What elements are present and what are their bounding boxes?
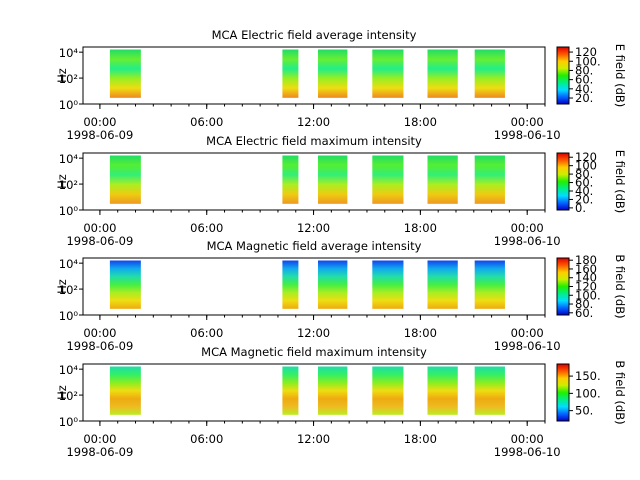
data-segment: [372, 260, 404, 309]
colorbar-label: E field (dB): [613, 150, 627, 214]
data-segment: [318, 49, 348, 98]
data-segment: [474, 260, 505, 309]
x-tick-label: 00:00 1998-06-09: [66, 115, 133, 142]
data-segment: [282, 366, 299, 415]
x-tick-label: 12:00: [297, 326, 330, 340]
x-tick-label: 06:00: [190, 115, 223, 129]
y-tick-label: 10⁴: [59, 257, 79, 271]
colorbar-tick-label: 120: [575, 280, 597, 294]
x-tick-label: 18:00: [404, 432, 437, 446]
colorbar-tick-label: 150.: [575, 369, 601, 383]
colorbar-tick-label: 80.: [575, 297, 593, 311]
colorbar-tick-label: 120: [575, 150, 597, 164]
data-segment: [474, 366, 505, 415]
y-tick-label: 10⁰: [59, 309, 79, 323]
data-segment: [282, 260, 299, 309]
data-segment: [109, 155, 141, 204]
data-segment: [427, 260, 458, 309]
data-segment: [318, 155, 348, 204]
colorbar-tick-label: 80.: [575, 167, 593, 181]
colorbar-tick-label: 100.: [575, 54, 601, 68]
colorbar-tick-label: 60.: [575, 306, 593, 320]
x-tick-label: 06:00: [190, 432, 223, 446]
x-tick-label: 06:00: [190, 221, 223, 235]
y-tick-label: 10²: [59, 389, 78, 403]
chart-title: MCA Magnetic field maximum intensity: [201, 345, 427, 359]
colorbar-tick-label: 0.: [575, 201, 586, 215]
colorbar-tick-label: 40.: [575, 82, 593, 96]
chart-title: MCA Electric field average intensity: [212, 28, 417, 42]
colorbar-tick-label: 120: [575, 45, 597, 59]
y-tick-label: 10⁴: [59, 152, 79, 166]
y-tick-label: 10⁰: [59, 98, 79, 112]
data-segment: [474, 49, 505, 98]
y-tick-label: 10⁰: [59, 204, 79, 218]
y-axis-label: Hz: [55, 174, 69, 189]
colorbar: [556, 257, 570, 316]
colorbar: [556, 152, 570, 211]
y-axis-label: Hz: [55, 68, 69, 83]
colorbar-tick-label: 140: [575, 271, 597, 285]
x-tick-label: 00:00 1998-06-09: [66, 432, 133, 459]
colorbar-tick-label: 40.: [575, 184, 593, 198]
x-tick-label: 18:00: [404, 115, 437, 129]
colorbar-tick-label: 50.: [575, 404, 593, 418]
x-tick-label: 12:00: [297, 221, 330, 235]
data-segment: [372, 155, 404, 204]
y-tick-label: 10⁴: [59, 363, 79, 377]
y-tick-label: 10⁴: [59, 46, 79, 60]
data-segment: [427, 155, 458, 204]
colorbar-label: B field (dB): [613, 360, 627, 424]
data-segment: [109, 49, 141, 98]
x-tick-label: 00:00 1998-06-10: [494, 326, 561, 353]
colorbar: [556, 46, 570, 105]
data-segment: [372, 49, 404, 98]
x-tick-label: 12:00: [297, 432, 330, 446]
x-tick-label: 00:00 1998-06-10: [494, 221, 561, 248]
data-segment: [427, 366, 458, 415]
colorbar-tick-label: 180: [575, 253, 597, 267]
data-segment: [318, 260, 348, 309]
colorbar-label: B field (dB): [613, 254, 627, 318]
y-tick-label: 10²: [59, 283, 78, 297]
data-segment: [474, 155, 505, 204]
data-segment: [109, 260, 141, 309]
colorbar: [556, 363, 570, 422]
colorbar-tick-label: 60.: [575, 73, 593, 87]
x-tick-label: 00:00 1998-06-10: [494, 432, 561, 459]
data-segment: [282, 49, 299, 98]
y-tick-label: 10²: [59, 72, 78, 86]
colorbar-tick-label: 20.: [575, 91, 593, 105]
colorbar-tick-label: 60.: [575, 176, 593, 190]
chart-title: MCA Magnetic field average intensity: [207, 239, 422, 253]
x-tick-label: 00:00 1998-06-09: [66, 326, 133, 353]
x-tick-label: 12:00: [297, 115, 330, 129]
colorbar-tick-label: 100.: [575, 386, 601, 400]
y-axis-label: Hz: [55, 279, 69, 294]
data-segment: [372, 366, 404, 415]
colorbar-tick-label: 80.: [575, 63, 593, 77]
colorbar-tick-label: 100: [575, 159, 597, 173]
chart-title: MCA Electric field maximum intensity: [206, 134, 422, 148]
data-segment: [109, 366, 141, 415]
y-axis-label: Hz: [55, 385, 69, 400]
x-tick-label: 00:00 1998-06-10: [494, 115, 561, 142]
data-segment: [427, 49, 458, 98]
y-tick-label: 10²: [59, 178, 78, 192]
x-tick-label: 00:00 1998-06-09: [66, 221, 133, 248]
data-segment: [318, 366, 348, 415]
data-segment: [282, 155, 299, 204]
colorbar-tick-label: 100.: [575, 288, 601, 302]
y-tick-label: 10⁰: [59, 415, 79, 429]
colorbar-tick-label: 160: [575, 262, 597, 276]
x-tick-label: 18:00: [404, 221, 437, 235]
colorbar-label: E field (dB): [613, 44, 627, 108]
x-tick-label: 06:00: [190, 326, 223, 340]
x-tick-label: 18:00: [404, 326, 437, 340]
colorbar-tick-label: 20.: [575, 192, 593, 206]
